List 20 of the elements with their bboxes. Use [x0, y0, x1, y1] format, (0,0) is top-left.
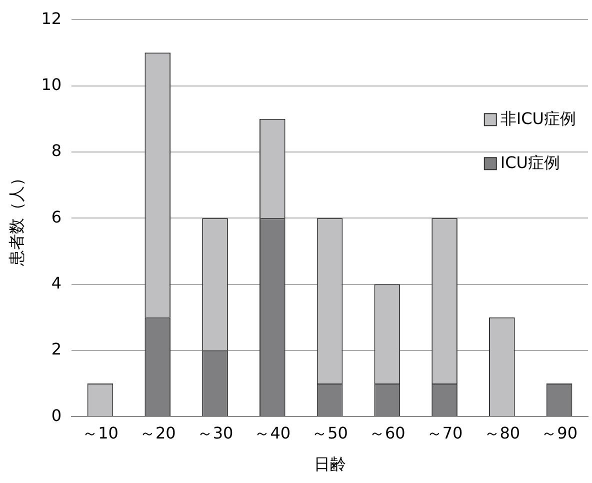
y-tick-label: 2 — [51, 340, 62, 359]
x-tick-label: ～40 — [254, 423, 291, 442]
x-tick-label: ～50 — [312, 423, 348, 442]
y-tick-label: 4 — [51, 273, 62, 292]
y-tick-label: 8 — [51, 141, 62, 160]
x-tick-label: ～60 — [368, 423, 406, 442]
y-tick-label: 0 — [51, 406, 62, 425]
x-tick-label: ～30 — [196, 423, 234, 442]
y-tick-label: 10 — [41, 74, 62, 94]
y-axis-title: 患者数（人） — [6, 170, 26, 268]
y-tick-label: 6 — [51, 207, 62, 226]
legend-label: ICU症例 — [500, 152, 560, 172]
x-tick-label: ～70 — [426, 423, 463, 442]
x-tick-label: ～10 — [82, 423, 118, 442]
x-tick-label: ～80 — [484, 423, 520, 442]
x-axis-title: 日齢 — [314, 454, 346, 474]
legend-label: 非ICU症例 — [500, 108, 576, 128]
x-tick-label: ～90 — [541, 423, 578, 442]
y-tick-label: 12 — [41, 8, 62, 28]
x-tick-label: ～20 — [139, 423, 176, 442]
